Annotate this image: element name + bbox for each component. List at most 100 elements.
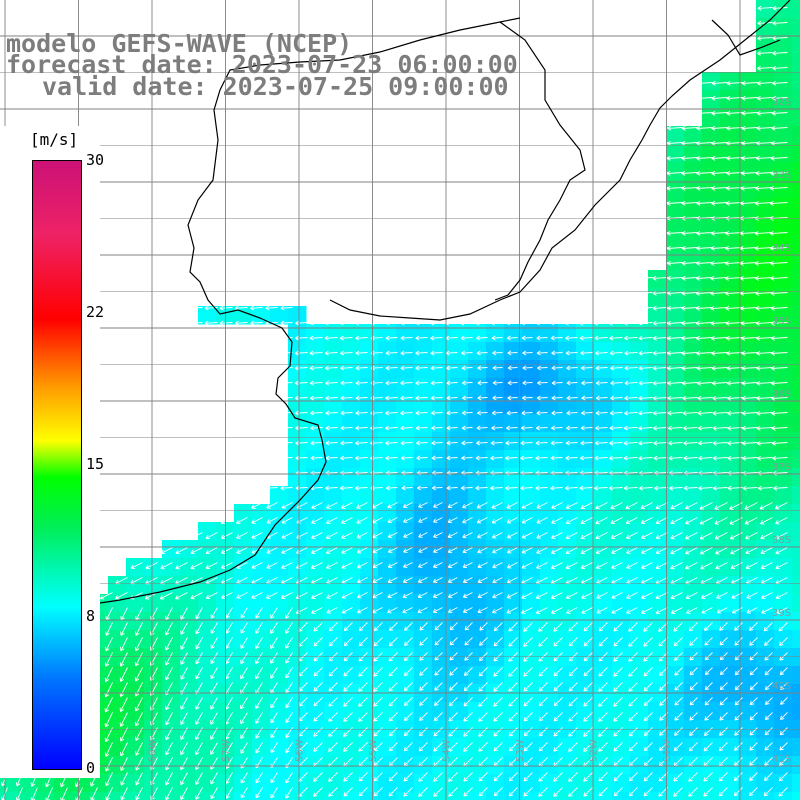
wind-cell (522, 576, 541, 595)
wind-arrow (681, 350, 698, 356)
wind-arrow (655, 592, 668, 600)
wind-arrow (340, 365, 353, 371)
wind-cell (270, 702, 289, 721)
wind-arrow (771, 410, 788, 416)
wind-arrow (550, 335, 563, 341)
wind-cell (378, 702, 397, 721)
wind-arrow (431, 425, 443, 431)
wind-cell (702, 756, 721, 775)
wind-arrow (523, 712, 533, 722)
wind-arrow (744, 502, 758, 510)
wind-cell (702, 648, 721, 667)
wind-arrow (624, 395, 638, 401)
wind-arrow (415, 320, 428, 326)
wind-cell (342, 540, 361, 559)
wind-arrow (760, 517, 773, 525)
wind-arrow (760, 532, 773, 540)
wind-arrow (325, 395, 338, 401)
wind-arrow (568, 787, 578, 797)
wind-arrow (522, 365, 533, 371)
wind-arrow (280, 485, 293, 491)
wind-arrow (400, 350, 413, 356)
wind-arrow (689, 727, 698, 736)
wind-arrow (568, 667, 578, 677)
wind-cell (774, 522, 793, 541)
wind-cell (558, 756, 577, 775)
wind-arrow (564, 485, 578, 491)
wind-arrow (279, 440, 293, 446)
wind-cell (648, 486, 667, 505)
wind-arrow (387, 532, 398, 538)
wind-cell (522, 612, 541, 631)
wind-arrow (613, 787, 623, 797)
wind-arrow (760, 547, 773, 555)
wind-arrow (310, 440, 323, 446)
wind-arrow (596, 592, 608, 599)
wind-arrow (756, 140, 773, 146)
wind-arrow (385, 320, 398, 326)
wind-arrow (613, 697, 623, 707)
wind-arrow (770, 275, 788, 281)
wind-cell (126, 792, 145, 800)
wind-cell (702, 792, 721, 800)
wind-arrow (689, 637, 698, 646)
wind-arrow (461, 410, 473, 416)
wind-cell (648, 288, 667, 307)
wind-arrow (130, 562, 143, 570)
wind-arrow (385, 335, 398, 341)
wind-arrow (508, 712, 518, 722)
wind-arrow (643, 622, 653, 632)
wind-arrow (610, 380, 623, 386)
wind-arrow (772, 35, 788, 41)
wind-cell (684, 792, 703, 800)
wind-arrow (696, 140, 713, 146)
wind-cell (198, 756, 217, 775)
wind-cell (540, 450, 559, 469)
wind-cell (180, 792, 199, 800)
wind-arrow (718, 772, 728, 782)
wind-arrow (373, 697, 383, 707)
wind-cell (702, 432, 721, 451)
wind-arrow (190, 532, 203, 540)
wind-cell (774, 432, 793, 451)
wind-cell (504, 486, 523, 505)
wind-arrow (355, 425, 368, 431)
wind-arrow (696, 380, 713, 386)
wind-cell (486, 504, 505, 523)
wind-arrow (673, 622, 683, 632)
wind-cell (738, 270, 757, 289)
wind-arrow (551, 365, 563, 371)
wind-arrow (741, 155, 758, 161)
wind-cell (774, 450, 793, 469)
wind-cell (468, 540, 487, 559)
wind-cell (648, 270, 667, 289)
wind-arrow (240, 772, 248, 784)
wind-arrow (195, 742, 203, 755)
wind-arrow (195, 697, 203, 710)
wind-arrow (523, 682, 533, 692)
wind-arrow (756, 365, 773, 371)
wind-cell (774, 792, 793, 800)
wind-arrow (553, 667, 563, 677)
wind-cell (792, 702, 800, 721)
wind-arrow (328, 727, 338, 737)
wind-arrow (536, 502, 548, 509)
wind-arrow (400, 380, 413, 386)
wind-cell (666, 612, 685, 631)
wind-cell (684, 558, 703, 577)
wind-cell (180, 630, 199, 649)
wind-cell (576, 558, 595, 577)
wind-cell (774, 90, 793, 109)
wind-arrow (281, 502, 293, 509)
wind-arrow (313, 772, 323, 782)
wind-cell (342, 432, 361, 451)
wind-arrow (712, 395, 728, 401)
wind-arrow (220, 547, 233, 554)
wind-arrow (506, 425, 518, 431)
wind-arrow (666, 245, 683, 251)
wind-cell (594, 792, 613, 800)
wind-cell (486, 396, 505, 415)
wind-arrow (447, 577, 458, 583)
wind-arrow (463, 742, 473, 752)
